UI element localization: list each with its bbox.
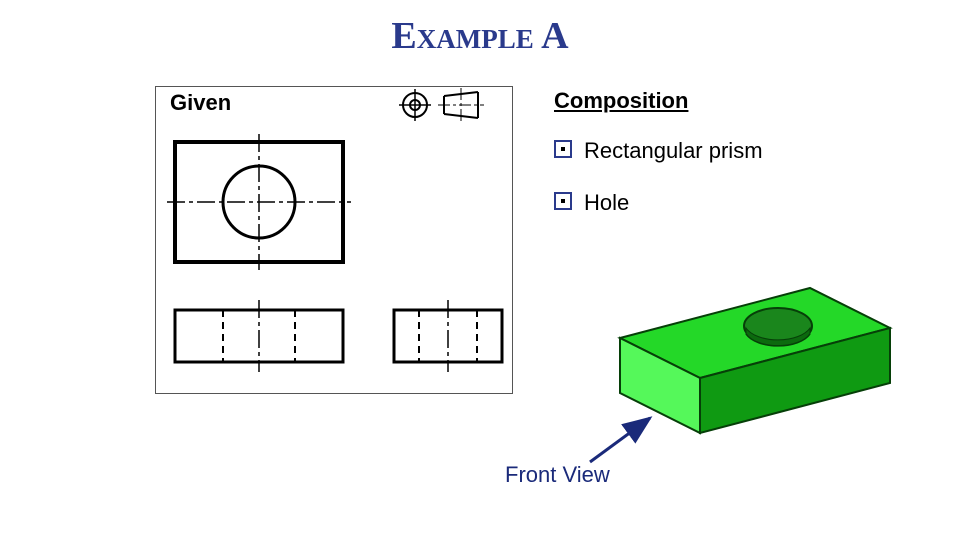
front-view-arrow-icon xyxy=(0,0,960,540)
front-view-label: Front View xyxy=(505,462,610,488)
